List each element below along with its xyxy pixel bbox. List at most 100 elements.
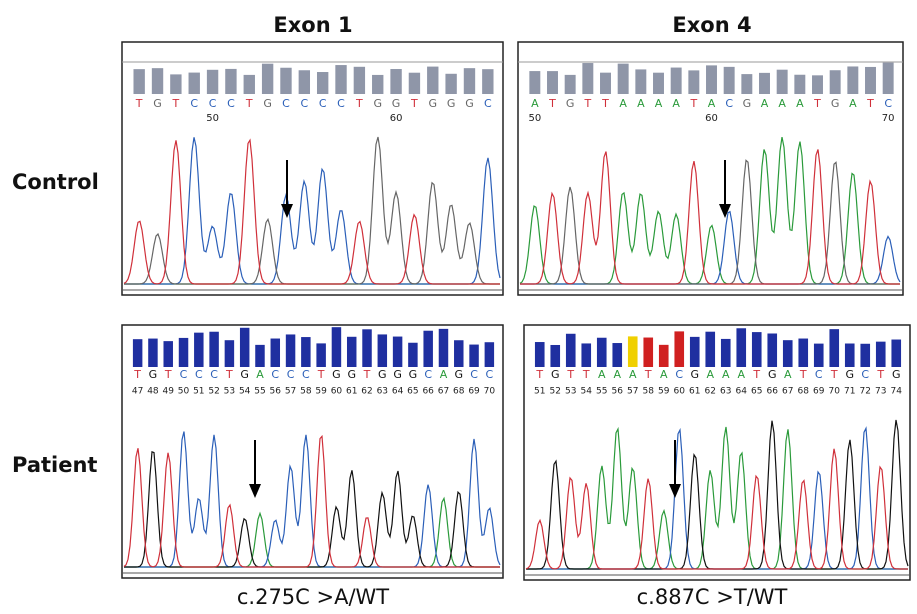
quality-bar	[378, 334, 387, 367]
quality-bar	[847, 66, 858, 94]
position-label: 59	[658, 387, 670, 397]
base-call: T	[245, 97, 253, 110]
base-call: T	[535, 368, 543, 381]
base-call: G	[332, 368, 341, 381]
caption: c.887C >T/WT	[637, 585, 788, 609]
position-label: 55	[596, 387, 607, 397]
position-label: 67	[782, 387, 793, 397]
quality-bar	[566, 334, 576, 367]
base-call: A	[761, 97, 769, 110]
quality-bar	[179, 338, 188, 367]
base-call: C	[271, 368, 279, 381]
position-label: 68	[798, 387, 810, 397]
quality-bar	[482, 69, 493, 94]
base-call: A	[613, 368, 621, 381]
quality-bar	[454, 340, 463, 367]
quality-bar	[535, 342, 545, 367]
quality-bar	[891, 340, 901, 367]
position-label: 59	[315, 387, 327, 397]
position-label: 48	[147, 387, 159, 397]
position-label: 54	[239, 387, 251, 397]
base-call: G	[149, 368, 158, 381]
base-call: C	[195, 368, 203, 381]
base-call: G	[831, 97, 840, 110]
quality-bar	[372, 75, 383, 94]
base-call: A	[440, 368, 448, 381]
base-call: C	[190, 97, 198, 110]
position-label: 71	[844, 387, 855, 397]
base-call: C	[861, 368, 869, 381]
base-call: C	[470, 368, 478, 381]
position-label: 74	[891, 387, 903, 397]
base-call: T	[225, 368, 233, 381]
quality-bar	[362, 329, 371, 367]
position-label: 66	[422, 387, 434, 397]
base-call: A	[655, 97, 663, 110]
quality-bar	[794, 75, 805, 94]
position-label: 55	[254, 387, 265, 397]
base-call: T	[813, 97, 821, 110]
quality-bar	[280, 68, 291, 94]
quality-bar	[597, 338, 607, 367]
quality-bar	[741, 74, 752, 94]
quality-bar	[706, 65, 717, 94]
position-label: 60	[331, 387, 343, 397]
position-label: 51	[193, 387, 204, 397]
base-call: A	[637, 97, 645, 110]
position-label: 69	[813, 387, 825, 397]
quality-bar	[814, 344, 824, 367]
base-call: G	[566, 97, 575, 110]
base-call: G	[373, 97, 382, 110]
base-call: G	[455, 368, 464, 381]
quality-bar	[812, 75, 823, 94]
quality-bar	[582, 63, 593, 94]
position-label: 50	[206, 113, 219, 124]
base-call: T	[172, 97, 180, 110]
base-call: C	[337, 97, 345, 110]
base-call: G	[892, 368, 901, 381]
quality-bar	[286, 334, 295, 367]
base-call: C	[486, 368, 494, 381]
position-label: 54	[581, 387, 593, 397]
base-call: T	[866, 97, 874, 110]
quality-bar	[445, 74, 456, 94]
column-title: Exon 4	[672, 13, 751, 37]
position-label: 73	[875, 387, 886, 397]
base-call: T	[582, 368, 590, 381]
position-label: 57	[627, 387, 638, 397]
base-call: C	[884, 97, 892, 110]
base-call: C	[424, 368, 432, 381]
quality-bar	[628, 336, 638, 367]
quality-bar	[347, 337, 356, 367]
position-label: 69	[468, 387, 480, 397]
position-label: 62	[361, 387, 372, 397]
position-label: 62	[705, 387, 716, 397]
base-call: T	[752, 368, 760, 381]
position-label: 70	[829, 387, 841, 397]
base-call: T	[363, 368, 371, 381]
position-label: 58	[300, 387, 312, 397]
position-label: 65	[751, 387, 762, 397]
quality-bar	[225, 340, 234, 367]
quality-bar	[244, 75, 255, 94]
quality-bar	[189, 73, 200, 94]
base-call: T	[133, 368, 141, 381]
base-call: A	[660, 368, 668, 381]
position-label: 60	[390, 113, 403, 124]
position-label: 64	[736, 387, 748, 397]
base-call: T	[601, 97, 609, 110]
caption: c.275C >A/WT	[237, 585, 389, 609]
quality-bar	[736, 328, 746, 367]
quality-bar	[423, 331, 432, 367]
quality-bar	[724, 67, 735, 94]
quality-bar	[705, 332, 715, 367]
quality-bar	[690, 337, 700, 367]
quality-bar	[163, 341, 172, 367]
base-call: C	[227, 97, 235, 110]
base-call: T	[355, 97, 363, 110]
base-call: G	[690, 368, 699, 381]
quality-bar	[335, 65, 346, 94]
base-call: G	[429, 97, 438, 110]
base-call: A	[598, 368, 606, 381]
quality-bar	[393, 337, 402, 367]
